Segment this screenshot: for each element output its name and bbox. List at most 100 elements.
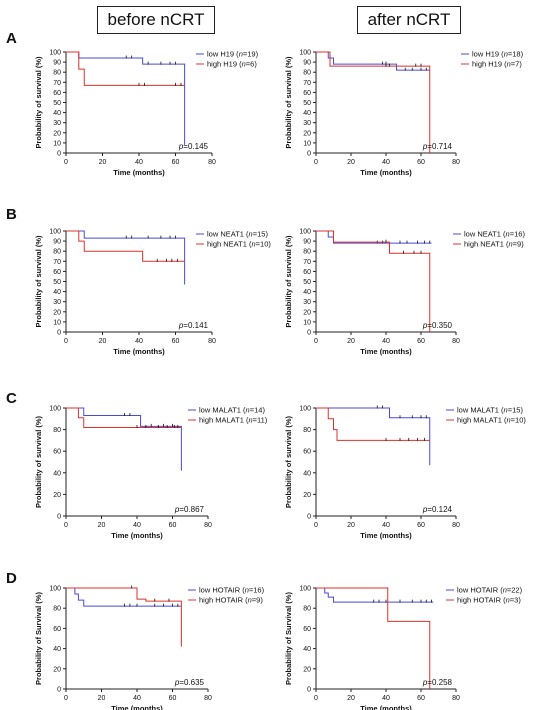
y-tick-label: 100 [299,229,311,236]
x-tick-label: 20 [347,159,355,166]
y-tick-label: 100 [49,586,61,593]
x-axis-label: Time (months) [111,531,163,540]
x-tick-label: 20 [347,695,355,702]
p-value: p=0.141 [178,321,209,330]
y-axis-label: Probability of survival (%) [34,235,43,328]
y-tick-label: 0 [307,514,311,521]
y-tick-label: 20 [53,666,61,673]
y-tick-label: 50 [53,279,61,286]
y-tick-label: 60 [53,626,61,633]
y-tick-label: 70 [303,80,311,87]
y-axis-label: Probability of survival (%) [284,56,293,149]
x-tick-label: 60 [172,338,180,345]
y-tick-label: 80 [53,70,61,77]
legend-label-high: high MALAT1 (n=10) [457,416,526,425]
legend-label-high: high H19 (n=6) [207,60,257,69]
x-tick-label: 0 [314,522,318,529]
km-curve-high [66,51,185,86]
p-value: p=0.350 [422,321,453,330]
x-tick-label: 60 [417,695,425,702]
x-tick-label: 40 [133,695,141,702]
legend-label-high: high NEAT1 (n=9) [464,240,524,249]
y-tick-label: 20 [303,130,311,137]
chart-b-after: 0 10 20 30 40 50 60 70 80 90 100 0 20 40 60 80 Time (mon… [284,229,525,357]
legend-label-low: low HOTAIR (n=16) [199,586,265,595]
y-tick-label: 90 [303,239,311,246]
km-curve-low [66,230,186,285]
y-tick-label: 10 [303,140,311,147]
y-tick-label: 60 [53,269,61,276]
x-tick-label: 40 [133,522,141,529]
x-tick-label: 80 [204,695,212,702]
y-tick-label: 90 [303,60,311,67]
y-tick-label: 60 [53,449,61,456]
x-tick-label: 0 [64,695,68,702]
p-value: p=0.867 [174,505,205,514]
legend-label-low: low NEAT1 (n=16) [464,230,525,239]
y-tick-label: 20 [303,309,311,316]
p-value: p=0.714 [422,142,453,151]
chart-a-after: 0 10 20 30 40 50 60 70 80 90 100 0 20 40 60 80 Time (mon… [284,50,524,178]
legend-label-low: low H19 (n=18) [472,50,524,59]
x-tick-label: 60 [417,338,425,345]
km-curve-high [316,407,430,441]
y-tick-label: 100 [299,586,311,593]
y-tick-label: 60 [53,90,61,97]
header-before-ncrt: before nCRT [97,6,215,34]
y-tick-label: 80 [303,606,311,613]
y-tick-label: 30 [303,120,311,127]
y-tick-label: 0 [307,330,311,337]
y-tick-label: 0 [57,687,61,694]
km-curve-high [316,587,431,689]
legend-label-low: low NEAT1 (n=15) [207,230,268,239]
x-tick-label: 40 [382,522,390,529]
x-tick-label: 40 [135,159,143,166]
km-curve-high [316,230,431,332]
x-axis-label: Time (months) [360,347,412,356]
y-tick-label: 80 [53,249,61,256]
y-axis-label: Probability of survival (%) [34,56,43,149]
x-axis-label: Time (months) [360,168,412,177]
y-tick-label: 80 [303,249,311,256]
y-tick-label: 60 [303,269,311,276]
km-curve-high [66,230,185,262]
x-tick-label: 0 [314,695,318,702]
x-tick-label: 80 [204,522,212,529]
x-tick-label: 20 [99,159,107,166]
y-tick-label: 30 [303,299,311,306]
km-curve-low [316,407,431,466]
p-value: p=0.145 [178,142,209,151]
y-tick-label: 40 [303,470,311,477]
x-tick-label: 60 [169,695,177,702]
y-tick-label: 40 [53,646,61,653]
chart-b-before: 0 10 20 30 40 50 60 70 80 90 100 0 20 40 60 80 Time (mon… [34,229,271,357]
y-tick-label: 40 [53,470,61,477]
x-tick-label: 80 [452,338,460,345]
p-value: p=0.258 [422,678,453,687]
row-label-c: C [6,390,17,407]
y-tick-label: 40 [303,646,311,653]
y-axis-label: Probability of Survival (%) [284,592,293,685]
row-label-b: B [6,206,17,223]
p-value: p=0.124 [422,505,453,514]
y-tick-label: 80 [53,427,61,434]
y-tick-label: 80 [53,606,61,613]
chart-a-before: 0 10 20 30 40 50 60 70 80 90 100 0 20 40 60 80 Time (mon… [34,50,259,178]
y-tick-label: 100 [49,406,61,413]
x-tick-label: 80 [208,338,216,345]
legend-label-high: high NEAT1 (n=10) [207,240,271,249]
x-tick-label: 20 [98,695,106,702]
y-tick-label: 30 [53,120,61,127]
chart-c-before: 0 20 40 60 80 100 0 20 40 60 80 Time (months) Probab… [34,406,268,541]
x-axis-label: Time (months) [113,168,165,177]
km-curve-low [66,587,182,607]
y-tick-label: 60 [303,90,311,97]
y-tick-label: 0 [307,151,311,158]
km-curve-low [316,51,430,71]
x-axis-label: Time (months) [360,531,412,540]
x-tick-label: 0 [314,338,318,345]
y-axis-label: Probability of survival (%) [34,415,43,508]
y-tick-label: 0 [57,330,61,337]
y-axis-label: Probability of Survival (%) [34,592,43,685]
